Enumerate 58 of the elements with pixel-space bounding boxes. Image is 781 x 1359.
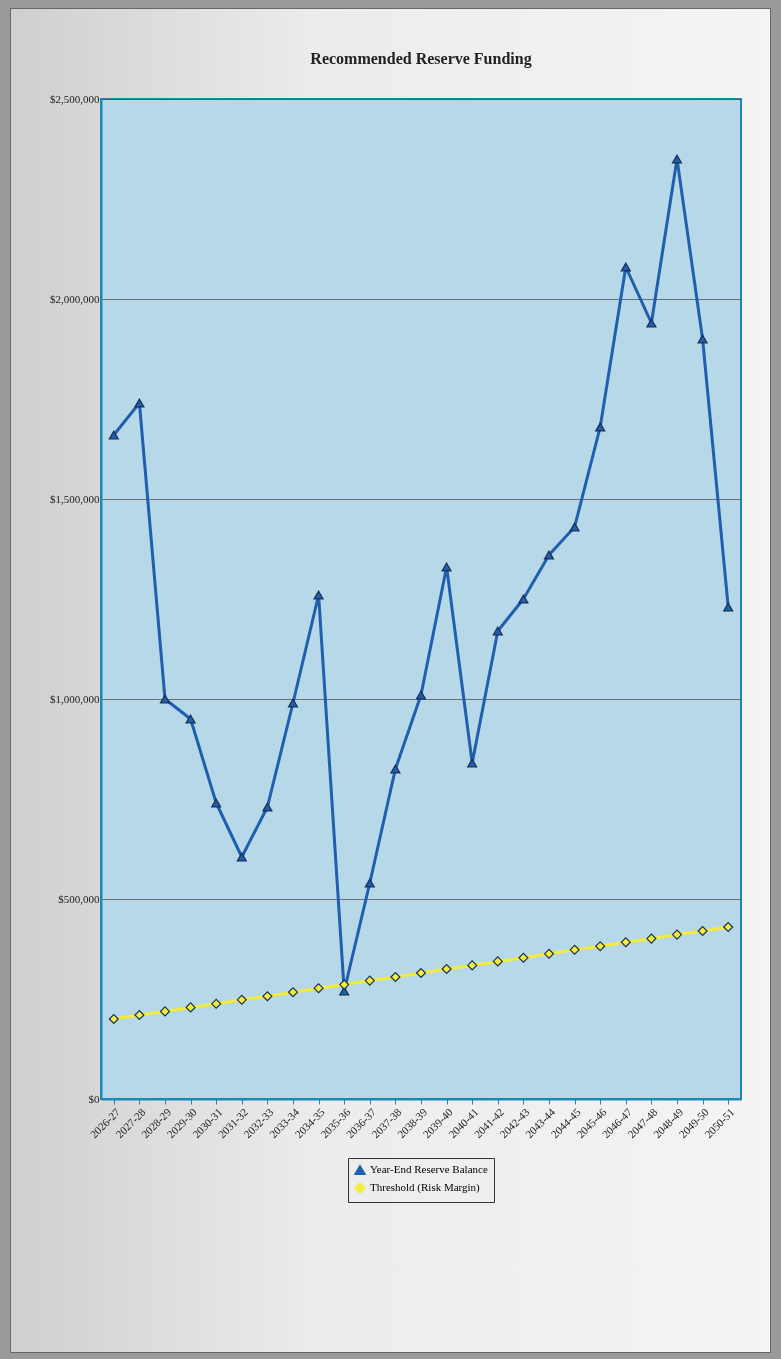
point [595, 422, 606, 432]
legend-label: Year-End Reserve Balance [370, 1163, 488, 1175]
point [415, 967, 427, 979]
point [339, 979, 350, 990]
point [595, 941, 606, 952]
legend-label: Threshold (Risk Margin) [370, 1181, 481, 1194]
point [569, 944, 580, 955]
point [364, 975, 375, 986]
point [467, 960, 478, 971]
point [108, 430, 119, 440]
point [390, 764, 401, 774]
point [697, 334, 708, 344]
point [543, 550, 555, 560]
point [262, 991, 273, 1002]
point [492, 626, 503, 636]
point [159, 1006, 171, 1017]
point [364, 878, 375, 888]
point [492, 956, 503, 967]
point [287, 698, 299, 708]
point [723, 921, 734, 933]
y-tick-label: $1,000,000 [50, 692, 100, 705]
y-tick-label: $0 [88, 1092, 100, 1105]
point [441, 963, 452, 975]
point [467, 758, 478, 768]
point [620, 937, 631, 948]
y-tick-label: $2,500,000 [50, 92, 100, 105]
point [671, 929, 683, 940]
point [697, 925, 708, 937]
point [313, 590, 324, 600]
point [313, 983, 324, 994]
point [236, 852, 247, 862]
point [723, 602, 734, 612]
point [287, 987, 299, 998]
y-tick-label: $500,000 [58, 892, 100, 905]
point [518, 952, 529, 963]
point [646, 318, 657, 328]
point [671, 154, 683, 164]
point [236, 994, 247, 1005]
point [185, 714, 196, 724]
point [415, 690, 427, 700]
point [441, 562, 452, 572]
point [620, 262, 631, 272]
point [134, 1009, 145, 1021]
point [211, 798, 222, 808]
point [543, 948, 555, 959]
y-tick-label: $2,000,000 [50, 292, 100, 305]
chart-title: Recommended Reserve Funding [310, 50, 532, 68]
point [159, 694, 171, 704]
y-tick-label: $1,500,000 [50, 492, 100, 505]
point [646, 933, 657, 944]
point [262, 802, 273, 812]
point [518, 594, 529, 604]
point [211, 998, 222, 1009]
point [108, 1013, 119, 1025]
point [569, 522, 580, 532]
point [390, 971, 401, 983]
point [185, 1002, 196, 1013]
point [134, 398, 145, 408]
